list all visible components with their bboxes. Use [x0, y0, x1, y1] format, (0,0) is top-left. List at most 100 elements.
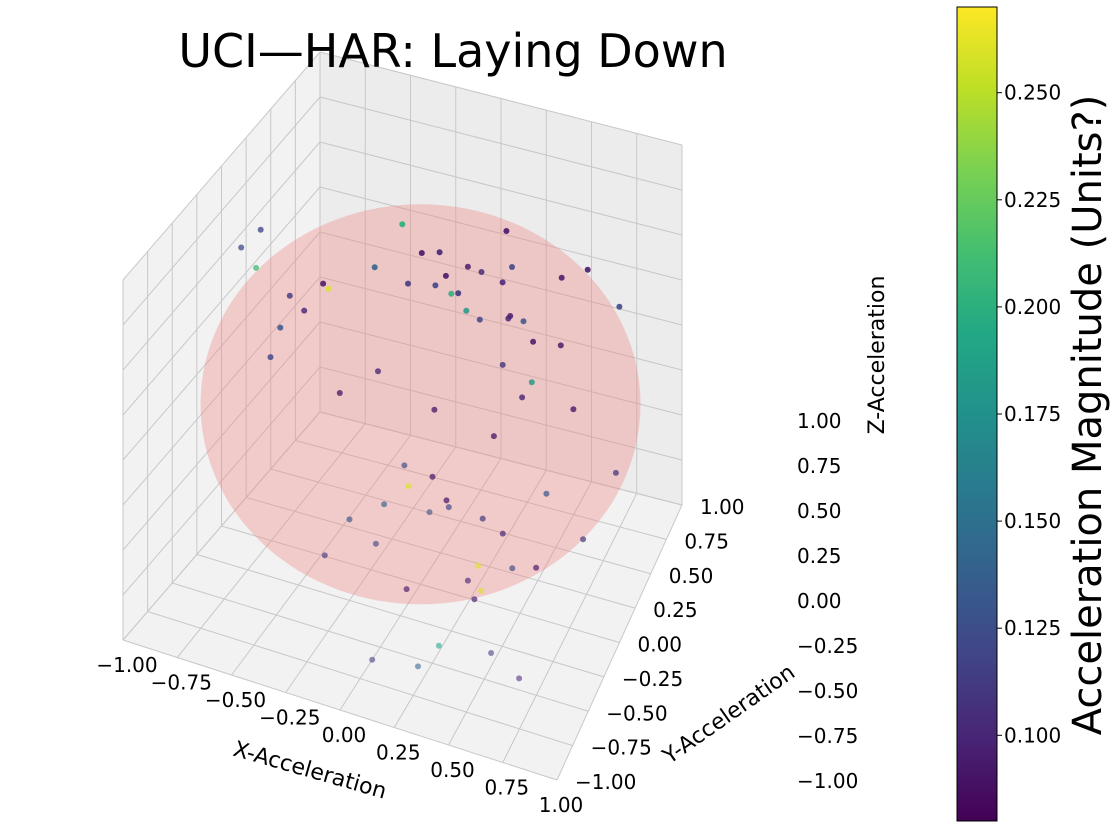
colorbar-tick-label: 0.250: [1004, 81, 1061, 105]
data-point: [471, 596, 478, 603]
data-point: [381, 501, 388, 508]
data-point: [478, 269, 485, 275]
grid-line: [319, 186, 683, 281]
data-point: [325, 285, 332, 292]
colorbar-tick-label: 0.200: [1004, 295, 1061, 319]
data-point: [478, 587, 485, 594]
data-point: [558, 274, 565, 281]
data-point: [375, 368, 381, 375]
data-point: [436, 249, 443, 256]
x-tick-label: −1.00: [96, 653, 157, 677]
data-point: [435, 642, 442, 649]
data-point: [499, 361, 506, 368]
x-tick-label: −0.75: [151, 671, 212, 695]
data-point: [616, 303, 623, 310]
data-point: [612, 469, 619, 476]
grid-line: [448, 481, 592, 746]
data-points: [238, 221, 623, 682]
grid-lines: [122, 51, 683, 781]
data-point: [476, 316, 483, 323]
x-tick-label: 1.00: [539, 793, 584, 817]
data-point: [464, 263, 471, 270]
y-tick-label: 0.25: [653, 598, 698, 622]
data-point: [267, 354, 274, 361]
x-axis-label: X-Acceleration: [230, 737, 389, 805]
x-tick-label: −0.25: [259, 706, 320, 730]
grid-line: [122, 141, 321, 371]
z-tick-label: −0.25: [797, 634, 858, 658]
data-point: [520, 318, 527, 325]
chart-title: UCI—HAR: Laying Down: [178, 24, 727, 78]
data-point: [503, 228, 510, 234]
data-point: [479, 515, 486, 522]
data-point: [509, 565, 516, 572]
data-point: [426, 509, 433, 516]
grid-line: [556, 504, 683, 781]
colorbar-tick-label: 0.100: [1004, 723, 1061, 747]
data-point: [445, 504, 452, 511]
data-point: [429, 473, 436, 480]
colorbar-tick-label: 0.150: [1004, 509, 1061, 533]
grid-line: [122, 186, 321, 416]
data-point: [528, 379, 535, 386]
y-tick-label: 0.50: [669, 564, 714, 588]
grid-line: [270, 468, 651, 575]
grid-line: [319, 141, 683, 236]
data-point: [399, 221, 406, 228]
grid-line: [122, 231, 321, 461]
data-point: [321, 552, 328, 559]
data-point: [257, 226, 264, 233]
colorbar-ticks: 0.100 0.125 0.150 0.175 0.200 0.225 0.250: [997, 81, 1061, 747]
data-point: [475, 562, 482, 569]
data-point: [519, 394, 526, 401]
data-point: [277, 324, 284, 331]
data-point: [405, 483, 412, 490]
data-point: [442, 272, 449, 279]
data-point: [432, 282, 439, 289]
z-tick-label: 0.50: [797, 499, 842, 523]
data-point: [418, 250, 425, 256]
z-tick-label: −0.50: [797, 679, 858, 703]
data-point: [336, 390, 343, 396]
unit-sphere: [200, 204, 641, 605]
grid-line: [122, 51, 321, 281]
data-point: [238, 244, 245, 251]
data-point: [516, 675, 523, 682]
data-point: [543, 490, 550, 497]
data-point: [403, 586, 410, 593]
data-point: [463, 307, 470, 314]
floor-pane: [123, 412, 682, 780]
colorbar-label: Acceleration Magnitude (Units?): [1065, 95, 1111, 736]
y-tick-label: 0.75: [684, 529, 729, 553]
data-point: [509, 264, 515, 270]
z-tick-label: 0.00: [797, 589, 842, 613]
data-point: [580, 536, 587, 543]
data-point: [533, 564, 540, 571]
data-point: [499, 530, 506, 537]
z-tick-label: −0.75: [797, 724, 858, 748]
z-tick-label: 0.75: [797, 454, 842, 478]
data-point: [570, 406, 577, 413]
data-point: [557, 342, 564, 349]
data-point: [464, 577, 471, 584]
grid-line: [319, 96, 683, 191]
data-point: [488, 650, 495, 656]
axis-tick-labels: −1.00−1.00 −1.00−0.75−0.75 −0.75−0.50−0.50…: [96, 409, 858, 817]
data-point: [301, 307, 308, 314]
grid-line: [502, 493, 638, 763]
y-tick-label: −0.25: [622, 667, 683, 691]
grid-line: [122, 96, 321, 326]
grid-line: [245, 497, 636, 609]
data-point: [499, 279, 506, 286]
data-point: [369, 656, 376, 663]
y-tick-label: 0.00: [638, 633, 683, 657]
z-tick-label: 0.25: [797, 544, 842, 568]
grid-line: [295, 440, 667, 540]
colorbar-tick-label: 0.225: [1004, 188, 1061, 212]
data-point: [286, 292, 293, 299]
data-point: [490, 433, 497, 440]
data-point: [455, 290, 462, 297]
grid-line: [319, 231, 683, 326]
colorbar: [956, 6, 998, 822]
grid-line: [393, 469, 547, 728]
